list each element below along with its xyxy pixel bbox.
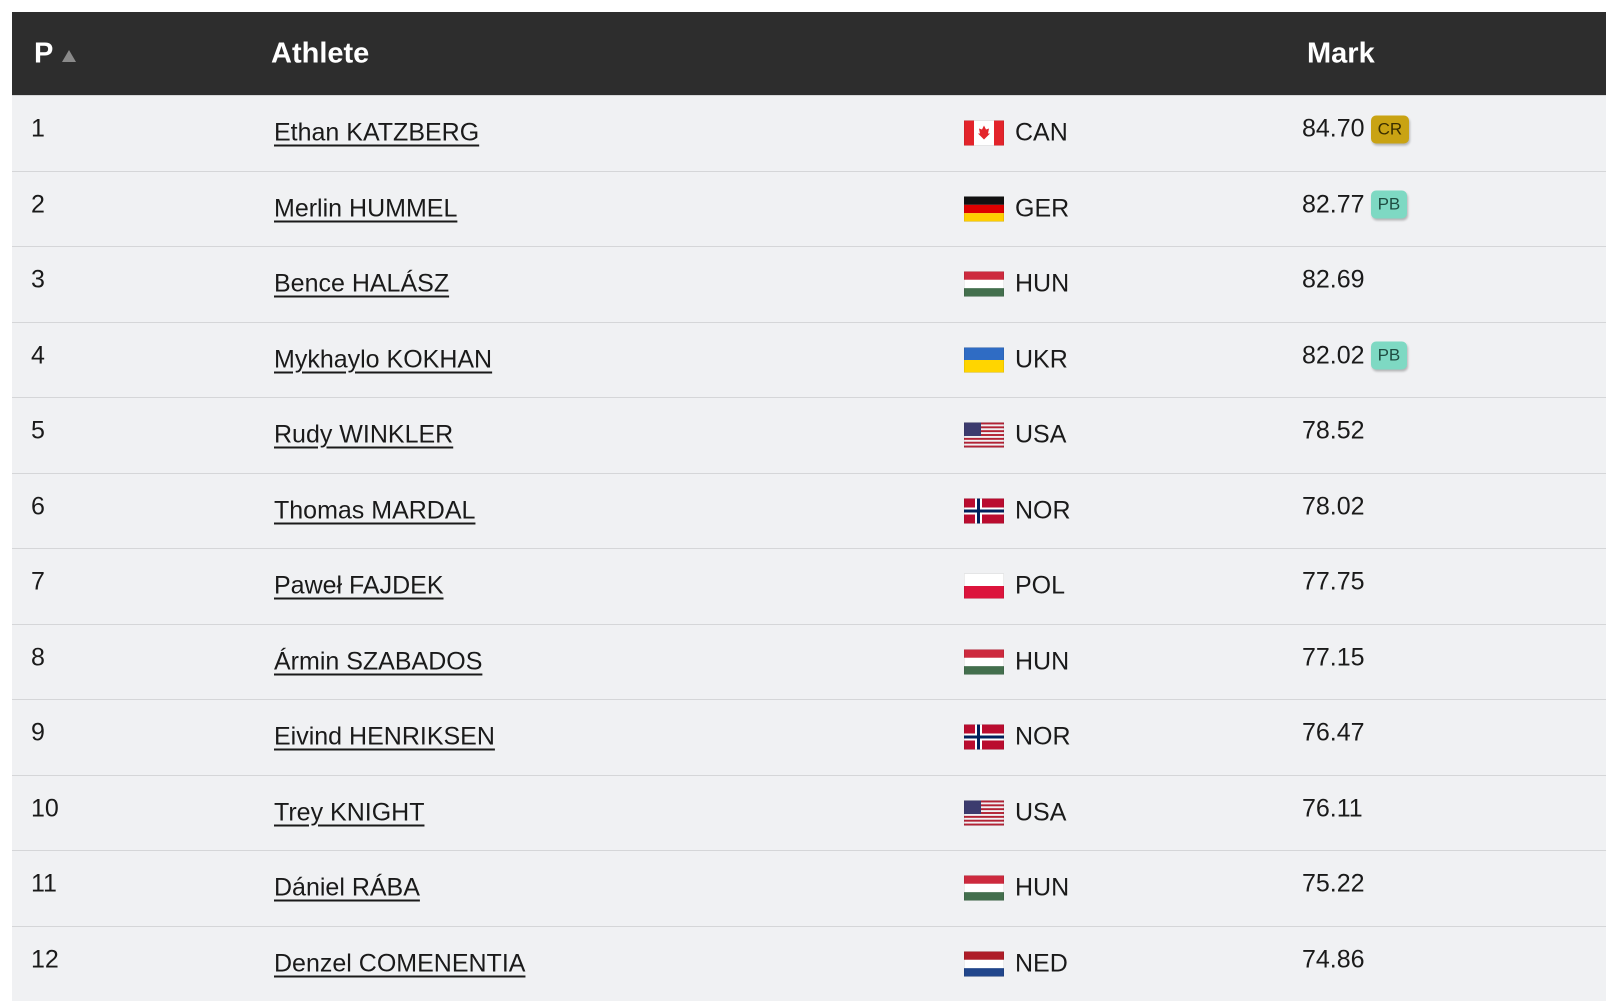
mark-cell: 75.22 <box>1302 870 1365 899</box>
place: 9 <box>31 719 45 748</box>
mark-value: 78.02 <box>1302 492 1365 521</box>
country-code: HUN <box>1015 270 1069 299</box>
place: 3 <box>31 266 45 295</box>
country-flag <box>964 649 1004 674</box>
result-row: 11 Dániel RÁBA HUN 75.22 <box>12 850 1606 926</box>
result-row: 5 Rudy WINKLER USA 78.52 <box>12 397 1606 473</box>
place: 2 <box>31 190 45 219</box>
athlete-link[interactable]: Rudy WINKLER <box>274 421 453 450</box>
mark-cell: 74.86 <box>1302 945 1365 974</box>
mark-cell: 76.47 <box>1302 719 1365 748</box>
athlete-link[interactable]: Merlin HUMMEL <box>274 194 457 223</box>
place: 10 <box>31 794 59 823</box>
country-flag <box>964 121 1004 146</box>
country-code: NOR <box>1015 496 1071 525</box>
mark-cell: 82.69 <box>1302 266 1365 295</box>
country-code: USA <box>1015 421 1066 450</box>
country-code: HUN <box>1015 647 1069 676</box>
mark-cell: 77.15 <box>1302 643 1365 672</box>
athlete-link[interactable]: Ethan KATZBERG <box>274 119 479 148</box>
record-badge: CR <box>1371 115 1410 143</box>
place: 7 <box>31 568 45 597</box>
country-flag <box>964 498 1004 523</box>
athlete-link[interactable]: Mykhaylo KOKHAN <box>274 345 492 374</box>
athlete-link[interactable]: Denzel COMENENTIA <box>274 949 525 978</box>
mark-value: 78.52 <box>1302 417 1365 446</box>
athlete-link[interactable]: Thomas MARDAL <box>274 496 475 525</box>
mark-value: 84.70 <box>1302 115 1365 144</box>
record-badge: PB <box>1371 342 1408 370</box>
result-row: 9 Eivind HENRIKSEN NOR 76.47 <box>12 699 1606 775</box>
country-code: NOR <box>1015 723 1071 752</box>
athlete-header: Athlete <box>271 37 369 70</box>
athlete-link[interactable]: Paweł FAJDEK <box>274 572 444 601</box>
country-code: GER <box>1015 194 1069 223</box>
country-code: POL <box>1015 572 1065 601</box>
mark-cell: 78.52 <box>1302 417 1365 446</box>
athlete-link[interactable]: Ármin SZABADOS <box>274 647 482 676</box>
table-header: P Athlete Mark <box>12 12 1606 95</box>
country-code: USA <box>1015 798 1066 827</box>
country-flag <box>964 800 1004 825</box>
place: 8 <box>31 643 45 672</box>
place: 1 <box>31 115 45 144</box>
mark-value: 75.22 <box>1302 870 1365 899</box>
country-flag <box>964 272 1004 297</box>
result-row: 8 Ármin SZABADOS HUN 77.15 <box>12 624 1606 700</box>
country-code: CAN <box>1015 119 1068 148</box>
country-flag <box>964 196 1004 221</box>
result-row: 7 Paweł FAJDEK POL 77.75 <box>12 548 1606 624</box>
result-row: 10 Trey KNIGHT USA 76.11 <box>12 775 1606 851</box>
record-badge: PB <box>1371 191 1408 219</box>
mark-value: 74.86 <box>1302 945 1365 974</box>
athlete-link[interactable]: Trey KNIGHT <box>274 798 424 827</box>
country-code: NED <box>1015 949 1068 978</box>
athlete-link[interactable]: Eivind HENRIKSEN <box>274 723 495 752</box>
country-code: UKR <box>1015 345 1068 374</box>
place: 4 <box>31 341 45 370</box>
result-row: 12 Denzel COMENENTIA NED 74.86 <box>12 926 1606 1001</box>
result-row: 3 Bence HALÁSZ HUN 82.69 <box>12 246 1606 322</box>
mark-value: 77.75 <box>1302 568 1365 597</box>
result-row: 6 Thomas MARDAL NOR 78.02 <box>12 473 1606 549</box>
place-header[interactable]: P <box>34 37 53 70</box>
country-flag <box>964 423 1004 448</box>
place: 6 <box>31 492 45 521</box>
mark-value: 76.47 <box>1302 719 1365 748</box>
place: 12 <box>31 945 59 974</box>
sort-icon[interactable] <box>61 49 77 63</box>
country-flag <box>964 347 1004 372</box>
mark-value: 82.02 <box>1302 341 1365 370</box>
country-flag <box>964 876 1004 901</box>
country-code: HUN <box>1015 874 1069 903</box>
mark-cell: 76.11 <box>1302 794 1363 823</box>
place: 5 <box>31 417 45 446</box>
mark-header: Mark <box>1307 37 1375 70</box>
country-flag <box>964 574 1004 599</box>
athlete-link[interactable]: Bence HALÁSZ <box>274 270 449 299</box>
mark-value: 76.11 <box>1302 794 1363 823</box>
mark-cell: 78.02 <box>1302 492 1365 521</box>
mark-value: 82.77 <box>1302 190 1365 219</box>
athlete-link[interactable]: Dániel RÁBA <box>274 874 420 903</box>
country-flag <box>964 725 1004 750</box>
place: 11 <box>31 870 57 899</box>
mark-value: 82.69 <box>1302 266 1365 295</box>
mark-cell: 77.75 <box>1302 568 1365 597</box>
mark-value: 77.15 <box>1302 643 1365 672</box>
country-flag <box>964 951 1004 976</box>
